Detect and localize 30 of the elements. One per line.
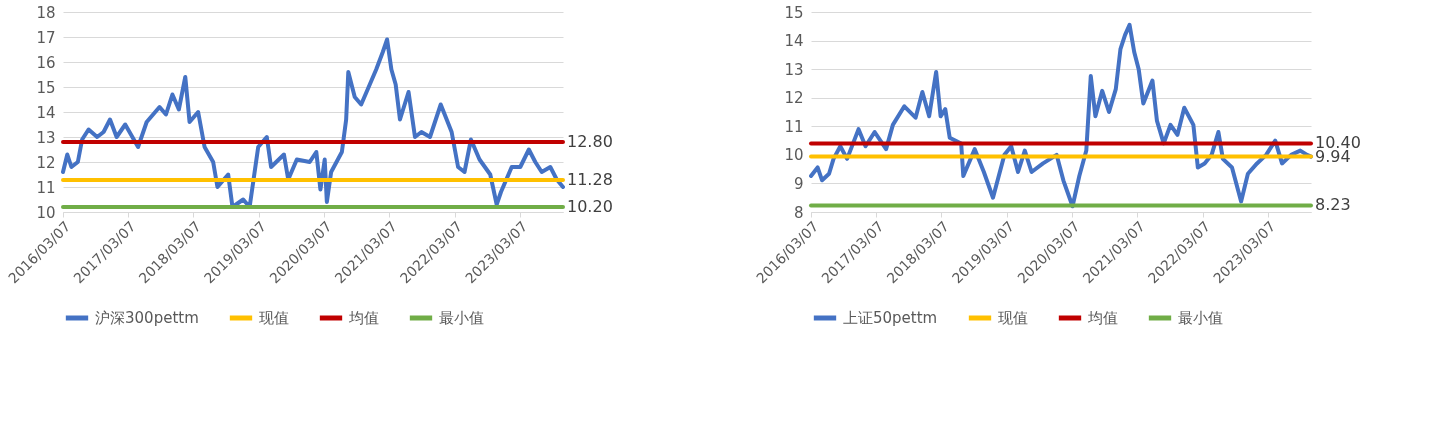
legend-label: 均值 [348,309,379,327]
legend-label: 最小值 [439,309,484,327]
y-tick-label: 8 [793,203,804,222]
y-tick-label: 13 [36,128,56,147]
legend-label: 现值 [259,309,289,327]
y-tick-label: 18 [36,3,56,22]
y-tick-label: 10 [36,203,56,222]
legend-label: 现值 [998,309,1028,327]
y-tick-label: 12 [784,89,804,108]
data-label: 8.23 [1315,195,1351,215]
y-tick-label: 15 [36,78,56,97]
legend-label: 最小值 [1178,309,1223,327]
y-tick-label: 17 [36,28,56,47]
y-tick-label: 15 [784,3,804,22]
y-tick-label: 11 [36,178,56,197]
legend-label: 上证50pettm [843,309,938,327]
y-tick-label: 12 [36,153,56,172]
y-tick-label: 14 [36,103,56,122]
y-tick-label: 16 [36,53,56,72]
line-series [809,22,1313,209]
y-tick-label: 14 [784,32,804,51]
y-tick-label: 11 [784,117,804,136]
y-tick-label: 13 [784,60,804,79]
legend-label: 沪深300pettm [95,309,199,327]
data-label: 10.20 [567,197,613,216]
data-label: 12.80 [567,132,613,151]
y-tick-label: 9 [793,174,804,193]
y-tick-label: 10 [784,146,804,165]
data-label: 11.28 [567,170,613,189]
legend-label: 均值 [1087,309,1118,327]
